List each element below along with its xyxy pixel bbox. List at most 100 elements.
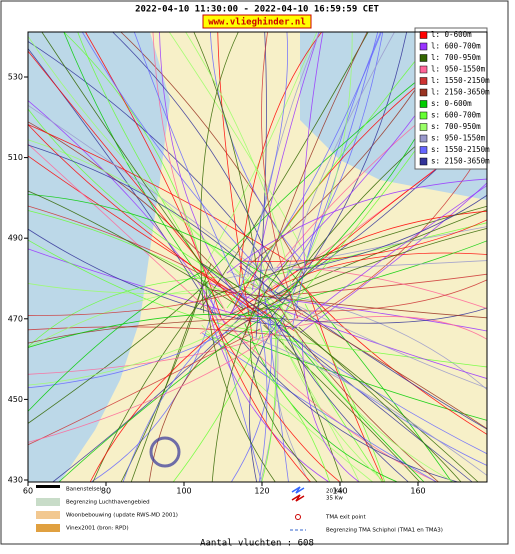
track	[291, 185, 488, 330]
track	[259, 279, 385, 483]
x-tick-label: 120	[254, 487, 269, 496]
track	[27, 313, 278, 348]
legend-swatch	[419, 88, 428, 97]
track	[27, 248, 262, 323]
track	[211, 259, 290, 483]
track	[122, 330, 220, 483]
tma-border-label: Begrenzing TMA Schiphol (TMA1 en TMA3)	[326, 528, 443, 534]
legend-swatch	[419, 77, 428, 85]
holding-pattern	[149, 436, 181, 468]
legend-swatch	[419, 65, 428, 74]
track	[41, 31, 204, 267]
map-border	[27, 31, 488, 483]
legend-label: s: 0-600m	[431, 99, 472, 108]
track	[148, 319, 250, 483]
y-tick-label: 490	[8, 234, 23, 243]
track	[238, 301, 488, 466]
track	[230, 271, 488, 389]
track	[259, 260, 488, 271]
track	[286, 31, 395, 277]
track	[133, 31, 246, 300]
legend-label: l: 0-600m	[431, 30, 472, 39]
legend-label: l: 600-700m	[431, 42, 481, 51]
track	[27, 210, 256, 316]
y-tick-label: 510	[8, 153, 23, 162]
track	[225, 326, 488, 476]
y-tick-label: 530	[8, 73, 23, 82]
track	[27, 280, 209, 424]
track	[212, 309, 438, 483]
track	[89, 305, 249, 483]
track	[246, 228, 488, 317]
track	[254, 279, 383, 483]
y-tick-label: 450	[8, 395, 23, 404]
track	[27, 239, 269, 333]
track	[27, 124, 263, 317]
track	[27, 228, 298, 329]
footer-label: Begrenzing Luchthavengebied	[66, 500, 150, 506]
legend-label: s: 2150-3650m	[431, 157, 490, 166]
legend-label: l: 2150-3650m	[431, 88, 490, 97]
legend-label: l: 950-1550m	[431, 65, 486, 74]
track	[27, 326, 295, 338]
track	[244, 222, 488, 284]
track	[27, 144, 282, 302]
track	[27, 104, 279, 287]
track	[27, 41, 301, 312]
track	[271, 337, 488, 368]
track	[242, 219, 488, 262]
x-tick-label: 60	[23, 487, 33, 496]
track	[244, 31, 368, 336]
track	[231, 316, 273, 483]
track	[256, 307, 268, 483]
track	[27, 50, 252, 324]
noise-label: 35 Kw	[326, 496, 343, 502]
track	[251, 31, 320, 291]
footer-label: Vinex2001 (bron: RPD)	[66, 526, 129, 532]
site-link[interactable]: www.vlieghinder.nl	[208, 17, 306, 28]
track	[268, 31, 408, 321]
track	[298, 326, 462, 483]
legend-swatch	[419, 146, 428, 154]
track	[172, 334, 262, 483]
track	[201, 324, 374, 483]
legend-swatch	[419, 111, 428, 120]
track	[209, 282, 488, 379]
legend-label: l: 700-950m	[431, 53, 481, 62]
track	[203, 295, 311, 483]
track	[239, 266, 488, 430]
noise-label: 20 Kw	[326, 489, 343, 495]
legend-label: s: 950-1550m	[431, 134, 486, 143]
track	[205, 333, 331, 483]
legend-swatch	[419, 54, 428, 62]
track	[238, 31, 323, 288]
footer-swatch	[36, 511, 60, 519]
site-badge	[202, 14, 312, 29]
noise-icon	[291, 494, 305, 502]
track	[27, 100, 226, 325]
track	[92, 297, 204, 483]
track	[27, 193, 292, 293]
track	[27, 124, 288, 262]
track	[221, 226, 488, 280]
track	[225, 332, 488, 421]
track	[27, 328, 261, 446]
track	[200, 205, 488, 302]
footer-swatch	[36, 485, 60, 488]
track	[239, 337, 458, 483]
track	[250, 283, 488, 430]
track	[159, 31, 245, 311]
footer-box	[28, 482, 487, 538]
footer-label: Woonbebouwing (update RWS-MD 2001)	[66, 513, 178, 519]
track	[264, 302, 409, 483]
tma-exit-label: TMA exit point	[325, 515, 366, 521]
track	[27, 312, 304, 443]
track	[261, 31, 299, 319]
track	[27, 270, 205, 412]
track	[63, 31, 224, 309]
legend-label: l: 1550-2150m	[431, 76, 490, 85]
track	[261, 320, 277, 483]
legend-label: s: 700-950m	[431, 122, 481, 131]
legend-swatch	[419, 100, 428, 108]
